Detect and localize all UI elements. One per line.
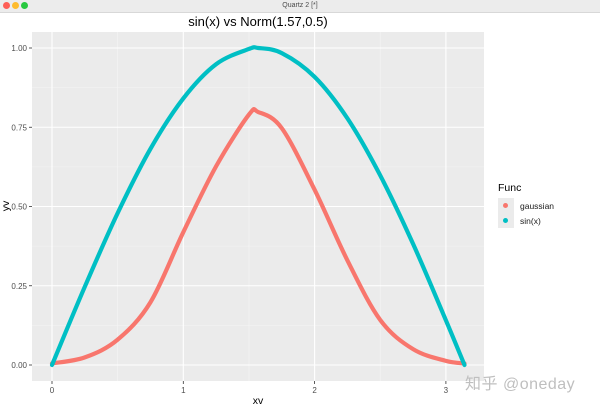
window-titlebar: Quartz 2 [*] <box>0 0 600 13</box>
minimize-window-button[interactable] <box>12 2 19 9</box>
legend-key-sin <box>498 213 514 228</box>
x-axis-label: xv <box>253 395 264 407</box>
watermark: 知乎 @oneday <box>465 376 576 393</box>
series-line-gaussian <box>49 106 467 366</box>
close-window-button[interactable] <box>3 2 10 9</box>
y-axis-label: yv <box>0 200 12 211</box>
legend-label: sin(x) <box>520 215 541 226</box>
y-tick-label: 1.00 <box>11 44 27 53</box>
x-tick-label: 0 <box>50 386 55 395</box>
x-axis: 0 1 2 3 <box>50 381 449 395</box>
zoom-window-button[interactable] <box>21 2 28 9</box>
legend: Func gaussian sin(x) <box>498 182 554 228</box>
chart-title: sin(x) vs Norm(1.57,0.5) <box>188 14 328 29</box>
window-title: Quartz 2 [*] <box>282 2 318 9</box>
y-tick-label: 0.75 <box>11 123 27 132</box>
y-axis: 0.00 0.25 0.50 0.75 1.00 <box>11 44 32 370</box>
y-tick-label: 0.50 <box>11 203 27 212</box>
x-tick-label: 1 <box>181 386 186 395</box>
gaussian-dot-icon <box>503 203 508 208</box>
legend-item-sin: sin(x) <box>498 213 554 228</box>
legend-label: gaussian <box>520 200 555 211</box>
x-tick-label: 3 <box>444 386 449 395</box>
series-line-sin <box>49 45 467 368</box>
y-tick-label: 0.25 <box>11 282 27 291</box>
legend-item-gaussian: gaussian <box>498 198 554 213</box>
minor-gridlines <box>32 32 484 381</box>
sin-dot-icon <box>503 218 508 223</box>
series-lines <box>49 45 467 368</box>
y-tick-label: 0.00 <box>11 361 27 370</box>
x-tick-label: 2 <box>312 386 317 395</box>
legend-key-gaussian <box>498 198 514 213</box>
major-gridlines <box>32 32 484 381</box>
legend-title: Func <box>498 182 522 194</box>
